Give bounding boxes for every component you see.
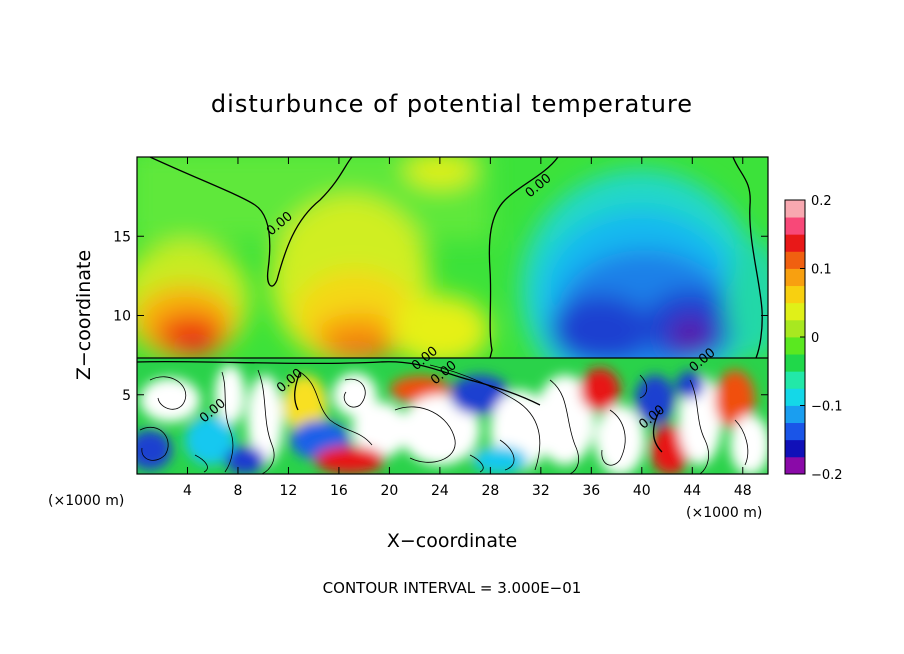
- colorbar-swatch: [785, 285, 805, 304]
- colorbar: −0.2 −0.1 0 0.1 0.2: [784, 194, 843, 483]
- x-tick-label: 44: [683, 483, 701, 499]
- x-tick-label: 28: [481, 483, 499, 499]
- x-tick-label: 16: [330, 483, 348, 499]
- x-axis: 4 8 12 16 20 24 28 32 36 40 44 48: [183, 157, 752, 499]
- colorbar-swatch: [785, 388, 805, 406]
- colorbar-swatch: [785, 354, 805, 372]
- plot-area: 0.000.000.000.000.000.00 0.000.00 4 8 12 16 2…: [113, 156, 769, 499]
- colorbar-tick-label: 0.2: [811, 194, 832, 209]
- y-tick-label: 15: [113, 229, 131, 245]
- colorbar-tick-label: 0.1: [811, 263, 832, 278]
- colorbar-swatch: [785, 251, 805, 269]
- y-tick-label: 5: [122, 388, 131, 404]
- colorbar-swatch: [785, 405, 805, 424]
- chart-title: disturbunce of potential temperature: [211, 90, 693, 118]
- y-axis-label: Z−coordinate: [73, 250, 95, 380]
- colorbar-swatch: [785, 439, 805, 458]
- colorbar-ticks: −0.2 −0.1 0 0.1 0.2: [800, 194, 843, 483]
- turbulent-layer: [137, 358, 768, 474]
- colorbar-swatch: [785, 371, 805, 389]
- colorbar-tick-label: −0.1: [811, 400, 843, 415]
- colorbar-swatch: [785, 268, 805, 287]
- colorbar-swatch: [785, 217, 805, 235]
- contour-interval-note: CONTOUR INTERVAL = 3.000E−01: [323, 579, 582, 597]
- x-tick-label: 8: [233, 483, 242, 499]
- x-tick-label: 24: [431, 483, 449, 499]
- x-tick-label: 12: [280, 483, 298, 499]
- zero-contour-line: [294, 371, 301, 411]
- x-tick-label: 48: [734, 483, 752, 499]
- x-axis-label: X−coordinate: [387, 530, 517, 552]
- colorbar-swatch: [785, 200, 805, 218]
- x-tick-label: 36: [582, 483, 600, 499]
- colorbar-swatches: [785, 200, 805, 475]
- x-unit-left: (×1000 m): [48, 493, 124, 509]
- x-tick-label: 20: [380, 483, 398, 499]
- x-tick-label: 32: [532, 483, 550, 499]
- upper-field: [137, 157, 768, 358]
- colorbar-swatch: [785, 302, 805, 321]
- y-axis: 5 10 15: [113, 229, 768, 404]
- colorbar-swatch: [785, 319, 805, 338]
- zero-contour-line: [652, 409, 663, 453]
- colorbar-tick-label: −0.2: [811, 468, 843, 483]
- zero-contour-line: [149, 157, 353, 287]
- y-tick-label: 10: [113, 309, 131, 325]
- x-tick-label: 40: [633, 483, 651, 499]
- colorbar-swatch: [785, 422, 805, 441]
- colorbar-swatch: [785, 456, 805, 475]
- zero-contour-line: [732, 157, 763, 358]
- x-tick-label: 4: [183, 483, 192, 499]
- x-unit-right: (×1000 m): [686, 505, 762, 521]
- colorbar-swatch: [785, 234, 805, 252]
- colorbar-tick-label: 0: [811, 331, 819, 346]
- colorbar-swatch: [785, 337, 805, 355]
- zero-contour-line: [137, 360, 541, 406]
- zero-contour-line: [488, 157, 559, 358]
